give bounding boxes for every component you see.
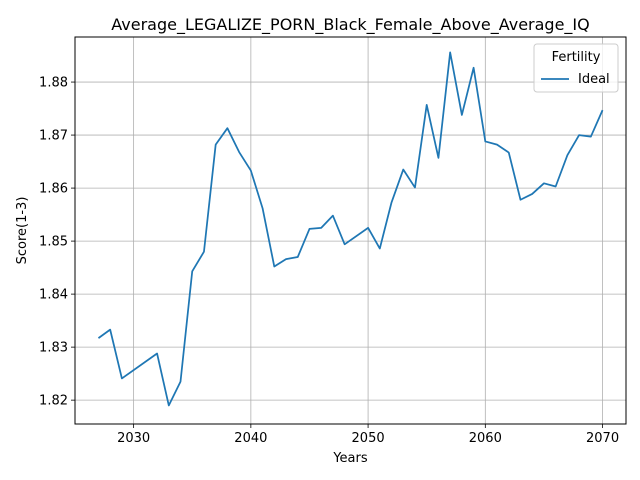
x-tick-label: 2040	[234, 431, 267, 446]
y-tick-label: 1.87	[39, 129, 68, 144]
x-tick-label: 2070	[586, 431, 619, 446]
legend: Fertility Ideal	[533, 43, 619, 93]
x-axis-ticks: 2030 2040 2050 2060 2070	[117, 424, 619, 446]
gridlines	[75, 37, 626, 424]
legend-box	[533, 43, 619, 93]
x-axis-label: Years	[332, 451, 368, 466]
y-axis-label: Score(1-3)	[15, 197, 30, 265]
y-tick-label: 1.82	[39, 394, 68, 409]
y-tick-label: 1.85	[39, 235, 68, 250]
y-tick-label: 1.88	[39, 76, 68, 91]
y-axis-ticks: 1.82 1.83 1.84 1.85 1.86 1.87 1.88	[39, 76, 75, 409]
chart-title: Average_LEGALIZE_PORN_Black_Female_Above…	[111, 15, 589, 35]
plot-frame	[74, 36, 627, 425]
y-tick-label: 1.84	[39, 288, 68, 303]
x-tick-label: 2030	[117, 431, 150, 446]
legend-entry-label: Ideal	[578, 72, 610, 87]
x-tick-label: 2050	[352, 431, 385, 446]
series-lines	[97, 51, 604, 407]
y-tick-label: 1.83	[39, 341, 68, 356]
series-line-ideal	[97, 51, 604, 407]
x-tick-label: 2060	[469, 431, 502, 446]
legend-title: Fertility	[552, 50, 601, 65]
y-tick-label: 1.86	[39, 182, 68, 197]
